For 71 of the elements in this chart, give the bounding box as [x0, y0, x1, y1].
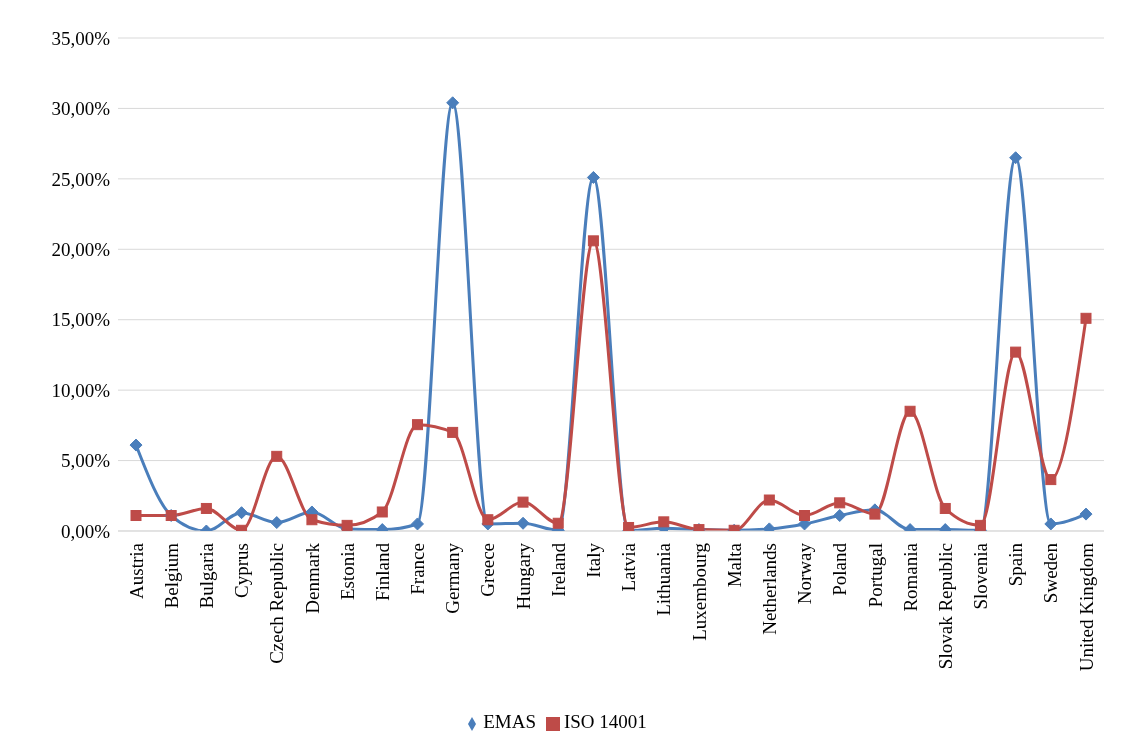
point [447, 426, 459, 438]
y-tick-label: 30,00% [51, 98, 111, 120]
y-tick-label: 15,00% [51, 309, 111, 331]
x-tick-label: Slovak Republic [934, 543, 956, 670]
x-tick-label: Romania [899, 542, 921, 612]
point [869, 508, 881, 520]
point [200, 502, 212, 514]
y-tick-label: 20,00% [51, 239, 111, 261]
x-tick-label: Finland [371, 542, 393, 602]
x-tick-label: Latvia [618, 542, 640, 592]
x-tick-label: Slovenia [970, 542, 992, 610]
x-tick-label: France [407, 543, 429, 595]
point [586, 170, 600, 184]
point [1080, 312, 1092, 324]
point [834, 497, 846, 509]
point [410, 517, 424, 531]
point [833, 509, 847, 523]
x-tick-label: Austria [125, 542, 147, 599]
point [763, 494, 775, 506]
point [799, 510, 811, 522]
x-tick-label: Lithuania [653, 542, 675, 616]
x-tick-label: Portugal [864, 543, 886, 608]
point [658, 516, 670, 528]
y-tick-label: 25,00% [51, 168, 111, 190]
x-tick-label: Ireland [547, 542, 569, 597]
point [974, 519, 986, 531]
x-tick-label: Denmark [301, 542, 323, 614]
x-tick-label: Bulgaria [196, 542, 218, 609]
point [306, 514, 318, 526]
legend-label: EMAS [483, 711, 536, 732]
x-tick-label: Netherlands [758, 543, 780, 635]
x-tick-label: Malta [723, 542, 745, 588]
x-tick-label: Norway [794, 542, 816, 605]
point [411, 419, 423, 431]
point [587, 235, 599, 247]
x-tick-label: Czech Republic [266, 543, 288, 664]
point [376, 506, 388, 518]
y-tick-label: 35,00% [51, 27, 111, 49]
point [130, 510, 142, 522]
x-tick-label: Spain [1005, 542, 1027, 587]
x-tick-label: Hungary [512, 542, 534, 610]
point [1010, 346, 1022, 358]
y-tick-label: 10,00% [51, 379, 111, 401]
x-tick-label: Poland [829, 542, 851, 596]
point [235, 506, 249, 520]
point [552, 517, 564, 529]
x-tick-label: Sweden [1040, 542, 1062, 604]
point [904, 405, 916, 417]
point [1079, 507, 1093, 521]
point [446, 96, 460, 110]
y-tick-label: 0,00% [60, 520, 111, 542]
x-tick-label: Italy [583, 542, 605, 578]
point [271, 450, 283, 462]
x-tick-label: Germany [442, 542, 464, 614]
point [517, 496, 529, 508]
point [129, 438, 143, 452]
x-tick-label: Belgium [160, 542, 182, 609]
point [1009, 151, 1023, 165]
point [482, 514, 494, 526]
point [939, 502, 951, 514]
legend-label: ISO 14001 [563, 711, 647, 732]
x-tick-label: Estonia [336, 542, 358, 600]
y-tick-label: 5,00% [60, 450, 111, 472]
point [516, 516, 530, 530]
point [270, 516, 284, 530]
x-tick-label: Luxembourg [688, 542, 710, 641]
x-tick-label: Cyprus [231, 543, 253, 598]
x-tick-label: United Kingdom [1075, 542, 1097, 672]
x-tick-label: Greece [477, 543, 499, 597]
point [1045, 474, 1057, 486]
point [1044, 517, 1058, 531]
